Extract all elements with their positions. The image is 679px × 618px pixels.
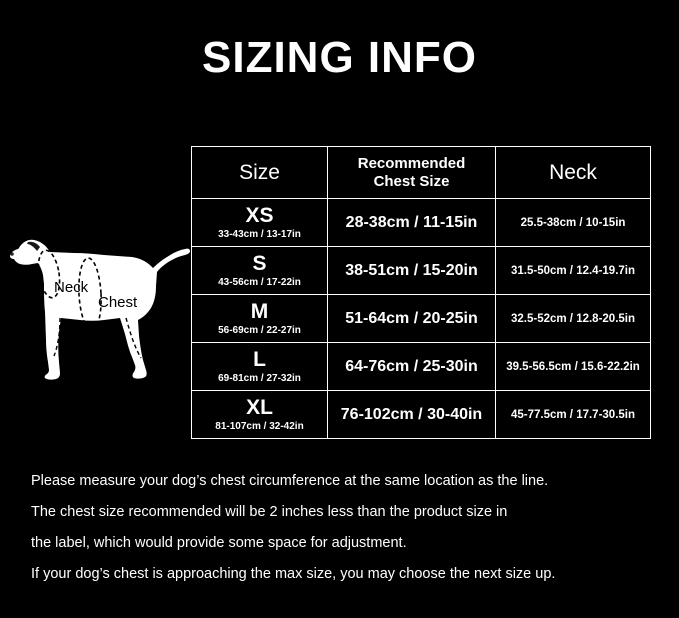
note-line: If your dog’s chest is approaching the m…: [31, 566, 556, 582]
chest-label: Chest: [98, 294, 138, 311]
note-line: The chest size recommended will be 2 inc…: [31, 504, 508, 520]
cell-chest: 51-64cm / 20-25in: [327, 294, 496, 343]
column-header-chest-line2: Chest Size: [373, 172, 450, 190]
note-line: the label, which would provide some spac…: [31, 535, 407, 551]
page-title: SIZING INFO: [202, 33, 477, 82]
cell-neck: 25.5-38cm / 10-15in: [495, 198, 651, 247]
neck-measure-line: [37, 249, 61, 299]
dog-measurement-diagram: Neck Chest: [8, 222, 193, 412]
table-row: M 56-69cm / 22-27in 51-64cm / 20-25in 32…: [191, 294, 651, 343]
cell-chest: 76-102cm / 30-40in: [327, 390, 496, 439]
cell-neck: 45-77.5cm / 17.7-30.5in: [495, 390, 651, 439]
front-leg-crease: [53, 317, 61, 357]
size-name: S: [252, 252, 267, 275]
size-range: 69-81cm / 27-32in: [218, 373, 301, 384]
size-name: XS: [245, 204, 274, 227]
cell-neck: 39.5-56.5cm / 15.6-22.2in: [495, 342, 651, 391]
table-row: XL 81-107cm / 32-42in 76-102cm / 30-40in…: [191, 390, 651, 439]
size-range: 81-107cm / 32-42in: [215, 421, 304, 432]
table-header: Size Recommended Chest Size Neck: [191, 146, 651, 199]
column-header-chest: Recommended Chest Size: [327, 146, 496, 199]
cell-chest: 38-51cm / 15-20in: [327, 246, 496, 295]
cell-chest: 28-38cm / 11-15in: [327, 198, 496, 247]
cell-neck: 31.5-50cm / 12.4-19.7in: [495, 246, 651, 295]
cell-size: S 43-56cm / 17-22in: [191, 246, 328, 295]
dog-ear: [27, 241, 40, 251]
column-header-neck: Neck: [495, 146, 651, 199]
cell-size: L 69-81cm / 27-32in: [191, 342, 328, 391]
size-name: L: [253, 348, 266, 371]
sizing-table: Size Recommended Chest Size Neck XS 33-4…: [191, 146, 651, 439]
size-range: 33-43cm / 13-17in: [218, 229, 301, 240]
table-row: L 69-81cm / 27-32in 64-76cm / 25-30in 39…: [191, 342, 651, 391]
neck-label: Neck: [54, 279, 89, 296]
column-header-size: Size: [191, 146, 328, 199]
size-range: 56-69cm / 22-27in: [218, 325, 301, 336]
sizing-notes: Please measure your dog’s chest circumfe…: [31, 466, 651, 590]
header-row: Size Recommended Chest Size Neck: [191, 146, 651, 199]
table-row: XS 33-43cm / 13-17in 28-38cm / 11-15in 2…: [191, 198, 651, 247]
cell-chest: 64-76cm / 25-30in: [327, 342, 496, 391]
cell-neck: 32.5-52cm / 12.8-20.5in: [495, 294, 651, 343]
hind-leg-crease: [125, 317, 142, 359]
note-line: Please measure your dog’s chest circumfe…: [31, 473, 549, 489]
dog-nose: [10, 252, 14, 256]
table-body: XS 33-43cm / 13-17in 28-38cm / 11-15in 2…: [191, 198, 651, 439]
size-name: M: [250, 300, 269, 323]
size-range: 43-56cm / 17-22in: [218, 277, 301, 288]
cell-size: XS 33-43cm / 13-17in: [191, 198, 328, 247]
chest-measure-line: [78, 257, 102, 331]
column-header-chest-line1: Recommended: [357, 154, 466, 172]
size-name: XL: [246, 396, 273, 419]
cell-size: M 56-69cm / 22-27in: [191, 294, 328, 343]
cell-size: XL 81-107cm / 32-42in: [191, 390, 328, 439]
table-row: S 43-56cm / 17-22in 38-51cm / 15-20in 31…: [191, 246, 651, 295]
